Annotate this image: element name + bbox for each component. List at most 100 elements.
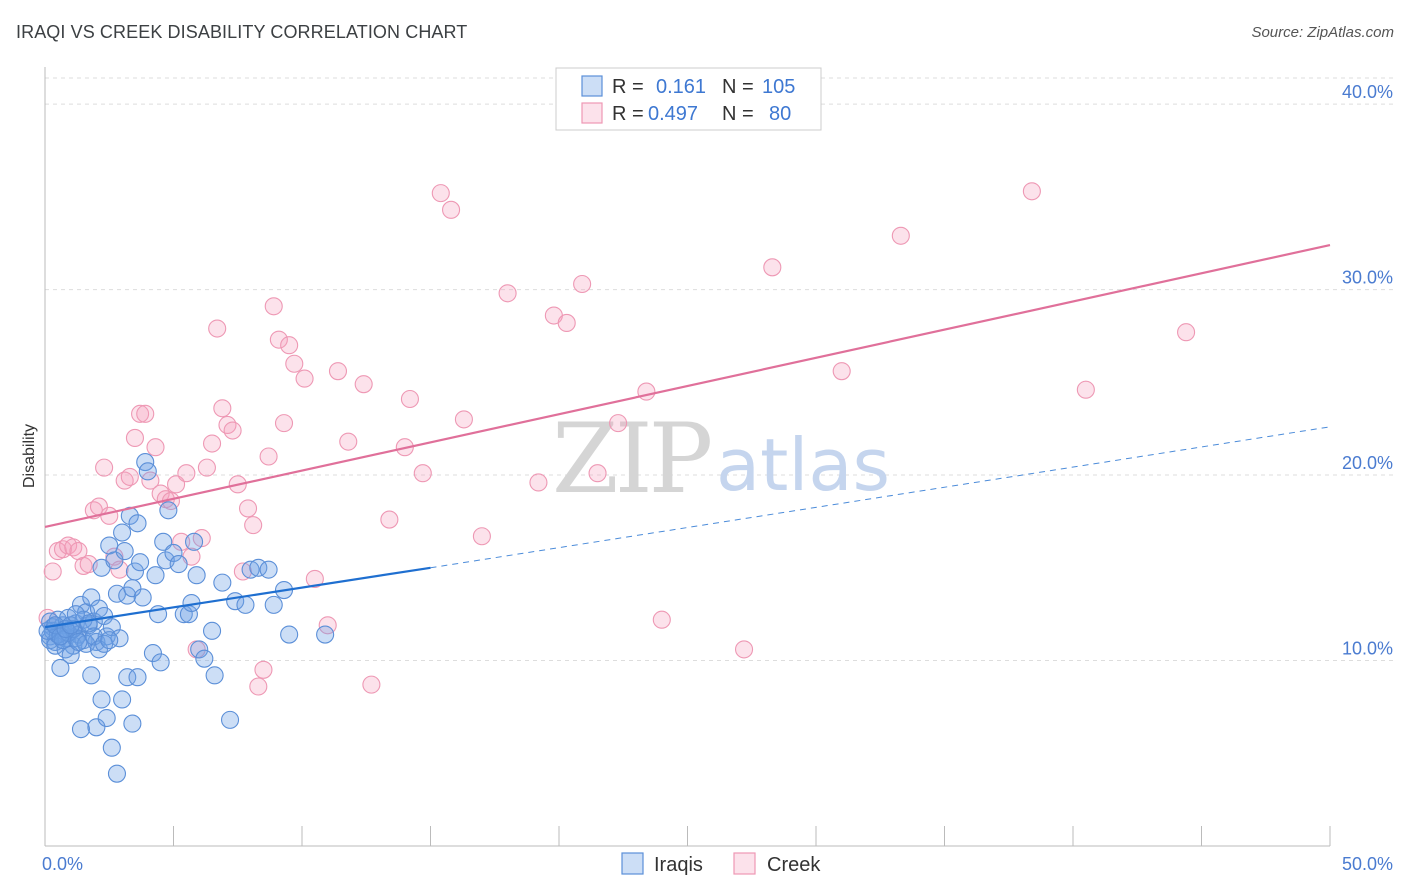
creek-point: [339, 432, 358, 451]
creek-point: [588, 464, 607, 483]
iraqis-point: [187, 566, 206, 585]
iraqis-legend-swatch: [581, 75, 603, 97]
y-tick-label: 10.0%: [1342, 639, 1393, 659]
series-legend: Iraqis Creek: [621, 852, 821, 876]
iraqis-point: [316, 625, 335, 644]
creek-point: [891, 226, 910, 245]
creek-point: [233, 562, 252, 581]
creek-point: [280, 336, 299, 355]
iraqis-point: [125, 562, 144, 581]
iraqis-point: [115, 542, 134, 561]
y-axis-label: Disability: [21, 424, 38, 488]
creek-point: [203, 434, 222, 453]
creek-point: [413, 464, 432, 483]
creek-point: [380, 510, 399, 529]
creek-point: [609, 414, 628, 433]
iraqis-point: [82, 666, 101, 685]
iraqis-point: [164, 543, 183, 562]
iraqis-point: [133, 588, 152, 607]
watermark-zip: ZIP: [552, 403, 711, 515]
creek-point: [249, 677, 268, 696]
iraqis-point: [118, 668, 137, 687]
creek-r-label: R =: [612, 103, 644, 125]
creek-point: [254, 660, 273, 679]
creek-point: [431, 184, 450, 203]
iraqis-point: [159, 501, 178, 520]
watermark: ZIP atlas: [552, 403, 890, 515]
creek-point: [244, 516, 263, 535]
creek-point: [125, 428, 144, 448]
creek-bottom-label: Creek: [767, 854, 821, 876]
creek-point: [136, 404, 155, 423]
iraqis-point: [131, 553, 150, 572]
creek-point: [734, 640, 754, 659]
creek-point: [285, 354, 304, 373]
iraqis-n-label: N =: [722, 76, 754, 98]
creek-point: [167, 475, 186, 494]
iraqis-bottom-label: Iraqis: [654, 854, 703, 876]
creek-point: [1022, 182, 1041, 201]
stats-legend: R = 0.161 N = 105 R = 0.497 N = 80: [555, 67, 822, 131]
creek-point: [637, 382, 656, 401]
iraqis-point: [97, 708, 116, 728]
creek-point: [529, 473, 548, 492]
iraqis-point: [87, 718, 106, 737]
creek-point: [557, 313, 576, 333]
creek-point: [354, 375, 373, 394]
creek-n-label: N =: [722, 103, 754, 125]
creek-n-value: 80: [769, 103, 791, 125]
iraqis-r-value: 0.161: [656, 76, 706, 98]
creek-point: [269, 330, 288, 349]
iraqis-point: [100, 631, 119, 650]
iraqis-point: [236, 595, 255, 614]
iraqis-point: [66, 605, 85, 624]
creek-point: [274, 414, 294, 433]
iraqis-point: [195, 649, 214, 668]
creek-point: [328, 362, 348, 381]
x-tick-label-min: 0.0%: [42, 854, 83, 874]
iraqis-bottom-swatch: [621, 852, 644, 875]
y-tick-label: 20.0%: [1342, 453, 1393, 473]
iraqis-point: [105, 551, 124, 570]
creek-bottom-swatch: [733, 852, 756, 875]
iraqis-n-value: 105: [762, 76, 795, 98]
creek-point: [177, 464, 196, 483]
creek-point: [259, 447, 278, 466]
iraqis-r-label: R =: [612, 76, 644, 98]
creek-point: [498, 284, 517, 303]
iraqis-point: [69, 632, 88, 652]
iraqis-point: [169, 555, 188, 574]
iraqis-point: [107, 764, 127, 783]
creek-point: [223, 421, 242, 440]
iraqis-point: [213, 573, 232, 592]
creek-point: [472, 527, 491, 546]
iraqis-point: [102, 738, 121, 757]
iraqis-point: [113, 690, 132, 709]
creek-point: [120, 467, 139, 486]
x-tick-label-max: 50.0%: [1342, 854, 1393, 874]
y-tick-labels: 10.0% 20.0% 30.0% 40.0%: [1342, 82, 1393, 658]
iraqis-point: [241, 560, 260, 579]
creek-point: [218, 415, 237, 435]
iraqis-point: [220, 710, 240, 729]
creek-point: [213, 399, 232, 418]
creek-point: [1076, 380, 1095, 399]
creek-point: [197, 458, 216, 477]
creek-point: [652, 610, 671, 629]
creek-point: [208, 319, 227, 338]
creek-point: [110, 560, 129, 579]
creek-point: [146, 438, 165, 457]
iraqis-point: [205, 666, 224, 685]
iraqis-point: [280, 625, 299, 644]
y-tick-label: 40.0%: [1342, 82, 1393, 102]
iraqis-point: [259, 560, 278, 579]
iraqis-point: [203, 621, 222, 640]
creek-point: [454, 410, 473, 429]
creek-point: [400, 389, 419, 409]
y-tick-label: 30.0%: [1342, 268, 1393, 288]
iraqis-point: [71, 720, 91, 739]
chart-title: IRAQI VS CREEK DISABILITY CORRELATION CH…: [16, 22, 468, 42]
iraqis-point: [190, 640, 209, 659]
creek-r-value: 0.497: [648, 103, 698, 125]
